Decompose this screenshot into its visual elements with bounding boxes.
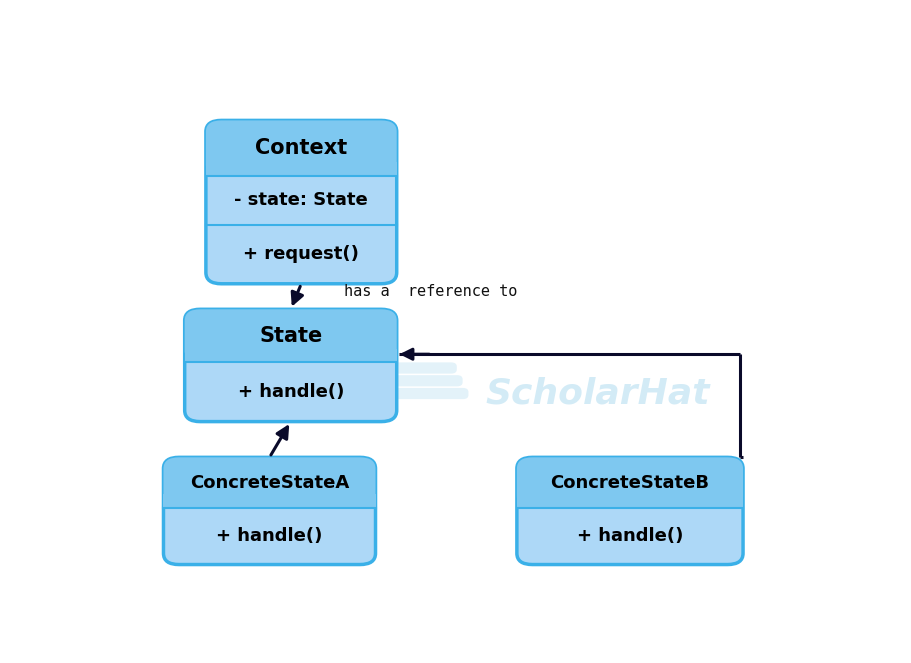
- Text: State: State: [259, 326, 322, 345]
- Text: ConcreteStateB: ConcreteStateB: [550, 473, 709, 491]
- Polygon shape: [163, 494, 375, 508]
- FancyBboxPatch shape: [184, 309, 396, 362]
- Text: - state: State: - state: State: [234, 192, 368, 210]
- Text: ConcreteStateA: ConcreteStateA: [189, 473, 349, 491]
- Text: + request(): + request(): [243, 245, 359, 263]
- Text: has a  reference to: has a reference to: [343, 284, 517, 299]
- FancyBboxPatch shape: [367, 388, 468, 399]
- FancyBboxPatch shape: [379, 363, 456, 374]
- FancyBboxPatch shape: [517, 457, 742, 564]
- FancyBboxPatch shape: [517, 457, 742, 508]
- FancyBboxPatch shape: [184, 309, 396, 422]
- FancyBboxPatch shape: [163, 457, 375, 508]
- FancyBboxPatch shape: [163, 457, 375, 564]
- Text: ScholarHat: ScholarHat: [485, 377, 709, 410]
- FancyBboxPatch shape: [206, 121, 396, 176]
- Polygon shape: [206, 162, 396, 176]
- Polygon shape: [517, 494, 742, 508]
- Text: + handle(): + handle(): [237, 383, 343, 401]
- Polygon shape: [184, 349, 396, 362]
- Text: Context: Context: [255, 138, 347, 158]
- Text: + handle(): + handle(): [576, 527, 682, 545]
- FancyBboxPatch shape: [373, 375, 462, 387]
- Text: + handle(): + handle(): [216, 527, 322, 545]
- FancyBboxPatch shape: [206, 121, 396, 284]
